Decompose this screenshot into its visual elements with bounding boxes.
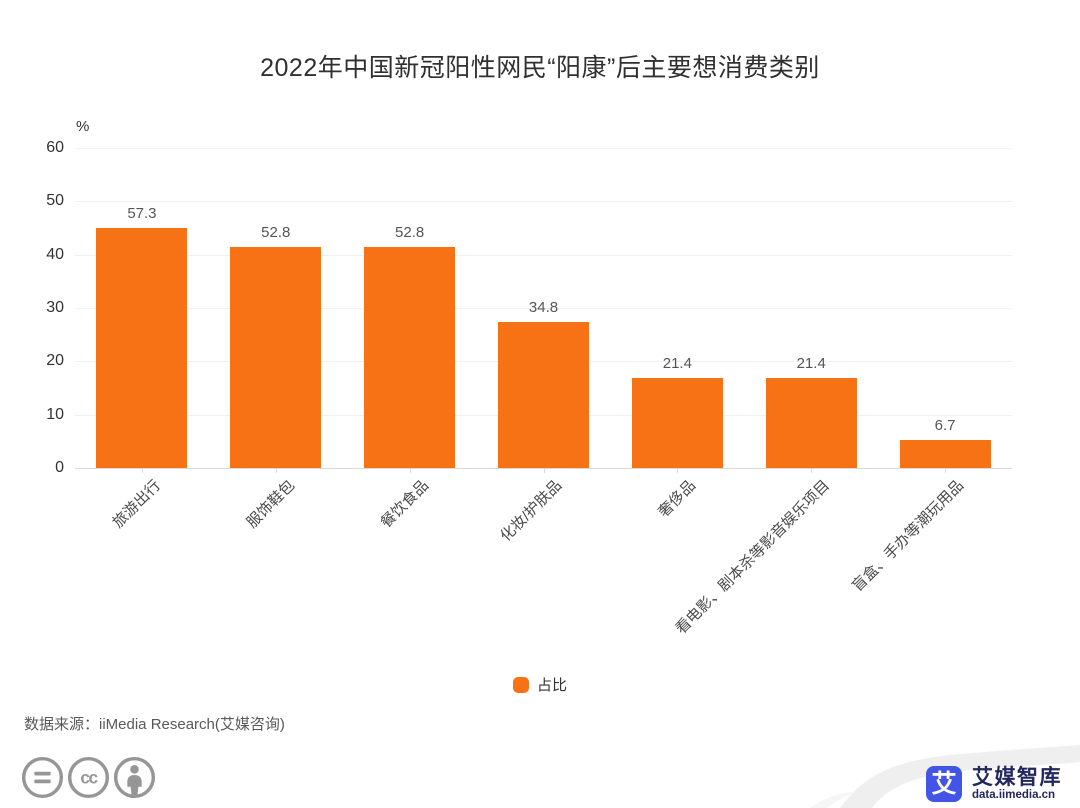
bar-value-label: 21.4 xyxy=(796,355,826,373)
legend-swatch-icon xyxy=(512,676,529,693)
gridline xyxy=(75,148,1012,149)
bar-1[interactable] xyxy=(96,228,188,468)
y-axis-tick-label: 40 xyxy=(46,245,64,263)
x-axis-tick xyxy=(141,468,143,473)
bar-7[interactable] xyxy=(899,439,991,468)
y-axis-tick-label: 60 xyxy=(46,139,64,156)
y-axis-unit-label: % xyxy=(76,118,90,135)
x-axis-tick xyxy=(543,468,545,473)
gridline xyxy=(75,201,1012,203)
x-axis-category-label: 餐饮食品 xyxy=(377,477,432,532)
bar-value-label: 57.3 xyxy=(127,205,157,223)
attribution-icon xyxy=(113,756,156,799)
gridline xyxy=(75,254,1012,256)
bar-3[interactable] xyxy=(364,246,456,468)
y-axis-tick-label: 0 xyxy=(55,459,64,476)
x-axis-category-label: 旅游出行 xyxy=(109,477,164,532)
x-axis-category-label: 化妆/护肤品 xyxy=(497,477,566,546)
x-axis-category-label: 奢侈品 xyxy=(655,477,700,521)
x-axis-tick xyxy=(945,468,947,473)
bar-value-label: 52.8 xyxy=(261,223,291,241)
x-axis-tick xyxy=(677,468,679,473)
bar-value-label: 21.4 xyxy=(662,355,692,373)
branding[interactable]: 艾 艾媒智库 data.iimedia.cn xyxy=(926,766,1062,802)
bar-5[interactable] xyxy=(631,378,723,468)
legend[interactable]: 占比 xyxy=(0,674,1080,695)
iimedia-logo-icon: 艾 xyxy=(926,766,962,802)
bar-6[interactable] xyxy=(765,378,857,468)
legend-label: 占比 xyxy=(536,677,567,694)
license-icons: cc xyxy=(20,755,157,800)
y-axis-tick-label: 50 xyxy=(46,192,64,210)
bar-value-label: 34.8 xyxy=(528,299,559,317)
equals-icon xyxy=(21,756,64,799)
brand-name: 艾媒智库 xyxy=(972,765,1062,789)
x-axis-category-label: 看电影、剧本杀等影音娱乐项目 xyxy=(672,477,834,638)
bar-2[interactable] xyxy=(230,246,322,468)
y-axis-tick-label: 10 xyxy=(46,405,64,423)
chart-title: 2022年中国新冠阳性网民“阳康”后主要想消费类别 xyxy=(260,54,820,82)
bar-4[interactable] xyxy=(498,322,589,468)
x-axis-tick xyxy=(811,468,813,473)
gridline xyxy=(75,308,1012,309)
x-axis-category-label: 服饰鞋包 xyxy=(243,477,298,532)
y-axis-tick-label: 30 xyxy=(46,299,64,316)
creative-commons-icon: cc xyxy=(67,756,110,799)
bar-value-label: 52.8 xyxy=(395,223,425,241)
bar-value-label: 6.7 xyxy=(934,416,956,434)
svg-text:cc: cc xyxy=(80,768,98,788)
brand-site-url: data.iimedia.cn xyxy=(972,788,1056,801)
data-source-text: 数据来源：iiMedia Research(艾媒咨询) xyxy=(24,716,285,733)
y-axis-tick-label: 20 xyxy=(46,352,64,370)
x-axis-tick xyxy=(409,468,411,473)
x-axis-category-label: 盲盒、手办等潮玩用品 xyxy=(849,477,968,596)
x-axis-tick xyxy=(275,468,277,473)
